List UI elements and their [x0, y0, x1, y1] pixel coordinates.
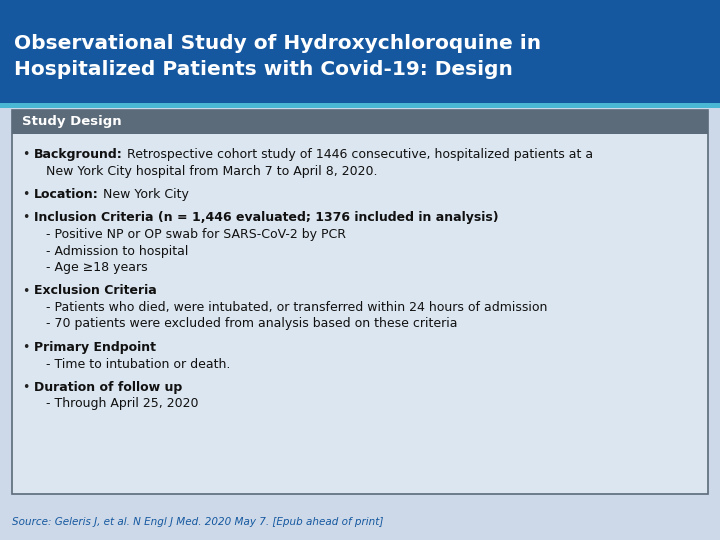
Text: Duration of follow up: Duration of follow up [34, 381, 182, 394]
Text: •: • [22, 212, 30, 225]
Text: - Admission to hospital: - Admission to hospital [34, 245, 189, 258]
Text: •: • [22, 148, 30, 161]
Text: Observational Study of Hydroxychloroquine in: Observational Study of Hydroxychloroquin… [14, 34, 541, 53]
Text: New York City: New York City [99, 188, 189, 201]
Text: Retrospective cohort study of 1446 consecutive, hospitalized patients at a: Retrospective cohort study of 1446 conse… [122, 148, 593, 161]
Text: Background:: Background: [34, 148, 122, 161]
Bar [12, 110, 708, 134]
Text: - Age ≥18 years: - Age ≥18 years [34, 261, 148, 274]
Text: Primary Endpoint: Primary Endpoint [34, 341, 156, 354]
Text: •: • [22, 381, 30, 394]
Text: Source: Geleris J, et al. N Engl J Med. 2020 May 7. [Epub ahead of print]: Source: Geleris J, et al. N Engl J Med. … [12, 517, 383, 527]
Text: - Through April 25, 2020: - Through April 25, 2020 [34, 397, 199, 410]
Text: - Patients who died, were intubated, or transferred within 24 hours of admission: - Patients who died, were intubated, or … [34, 301, 547, 314]
Bar [0, 0, 720, 108]
Text: Location:: Location: [34, 188, 99, 201]
Bar [12, 110, 708, 494]
Text: - Time to intubation or death.: - Time to intubation or death. [34, 357, 230, 370]
Text: - 70 patients were excluded from analysis based on these criteria: - 70 patients were excluded from analysi… [34, 318, 457, 330]
Text: Inclusion Criteria (n = 1,446 evaluated; 1376 included in analysis): Inclusion Criteria (n = 1,446 evaluated;… [34, 212, 499, 225]
Text: •: • [22, 285, 30, 298]
Text: •: • [22, 341, 30, 354]
Text: New York City hospital from March 7 to April 8, 2020.: New York City hospital from March 7 to A… [34, 165, 377, 178]
Text: Exclusion Criteria: Exclusion Criteria [34, 285, 157, 298]
Text: •: • [22, 188, 30, 201]
Text: Hospitalized Patients with Covid-19: Design: Hospitalized Patients with Covid-19: Des… [14, 60, 513, 79]
Text: Study Design: Study Design [22, 116, 122, 129]
Bar [0, 103, 720, 108]
Text: - Positive NP or OP swab for SARS-CoV-2 by PCR: - Positive NP or OP swab for SARS-CoV-2 … [34, 228, 346, 241]
